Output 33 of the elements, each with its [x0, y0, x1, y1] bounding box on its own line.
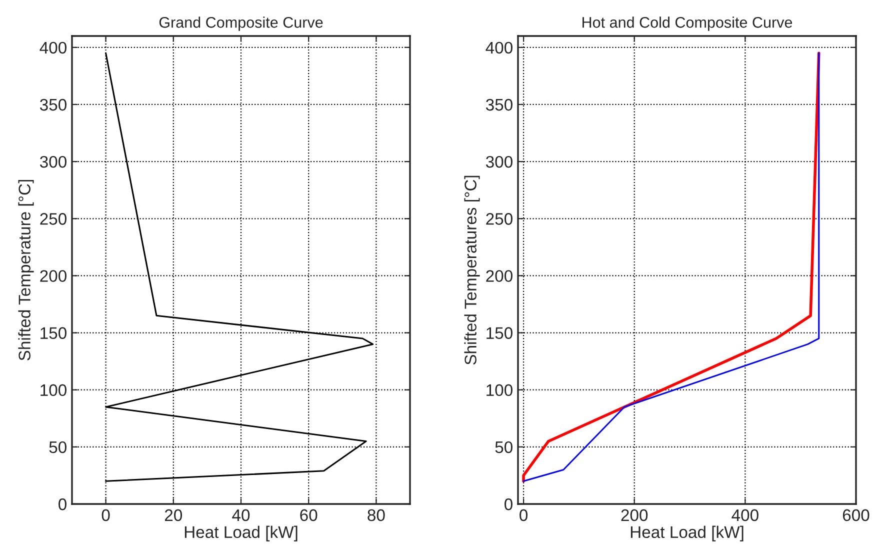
- x-tick-label: 60: [300, 509, 318, 522]
- y-tick-label: 350: [40, 98, 66, 111]
- y-tick-label: 400: [40, 42, 66, 54]
- x-tick-label: 0: [520, 509, 528, 522]
- x-tick-label: 200: [621, 509, 648, 522]
- x-tick-label: 40: [232, 509, 250, 522]
- y-tick-label: 350: [486, 98, 512, 111]
- y-tick-label: 100: [40, 384, 66, 396]
- y-tick-label: 200: [40, 270, 66, 282]
- x-tick-label: 0: [102, 509, 110, 522]
- chart-title: Hot and Cold Composite Curve: [582, 16, 792, 31]
- x-axis-title: Heat Load [kW]: [184, 526, 298, 542]
- y-tick-label: 150: [486, 327, 512, 339]
- y-tick-label: 250: [40, 213, 66, 225]
- x-axis-title: Heat Load [kW]: [630, 526, 744, 542]
- y-tick-label: 50: [495, 441, 512, 454]
- x-tick-label: 80: [368, 509, 385, 522]
- y-axis-title: Shifted Temperatures [°C]: [464, 176, 480, 365]
- y-tick-label: 100: [486, 384, 512, 396]
- chart-title: Grand Composite Curve: [159, 16, 323, 31]
- x-tick-label: 600: [842, 509, 870, 522]
- x-tick-label: 400: [732, 509, 758, 522]
- y-tick-label: 0: [504, 498, 512, 510]
- y-tick-label: 300: [486, 156, 512, 168]
- y-tick-label: 400: [486, 42, 512, 54]
- y-tick-label: 150: [40, 327, 66, 339]
- y-tick-label: 300: [40, 156, 66, 168]
- y-tick-label: 200: [486, 270, 512, 282]
- y-tick-label: 250: [486, 213, 512, 225]
- y-tick-label: 50: [49, 441, 66, 454]
- y-tick-label: 0: [58, 498, 66, 510]
- x-tick-label: 20: [164, 509, 182, 522]
- y-axis-title: Shifted Temperature [°C]: [18, 180, 34, 360]
